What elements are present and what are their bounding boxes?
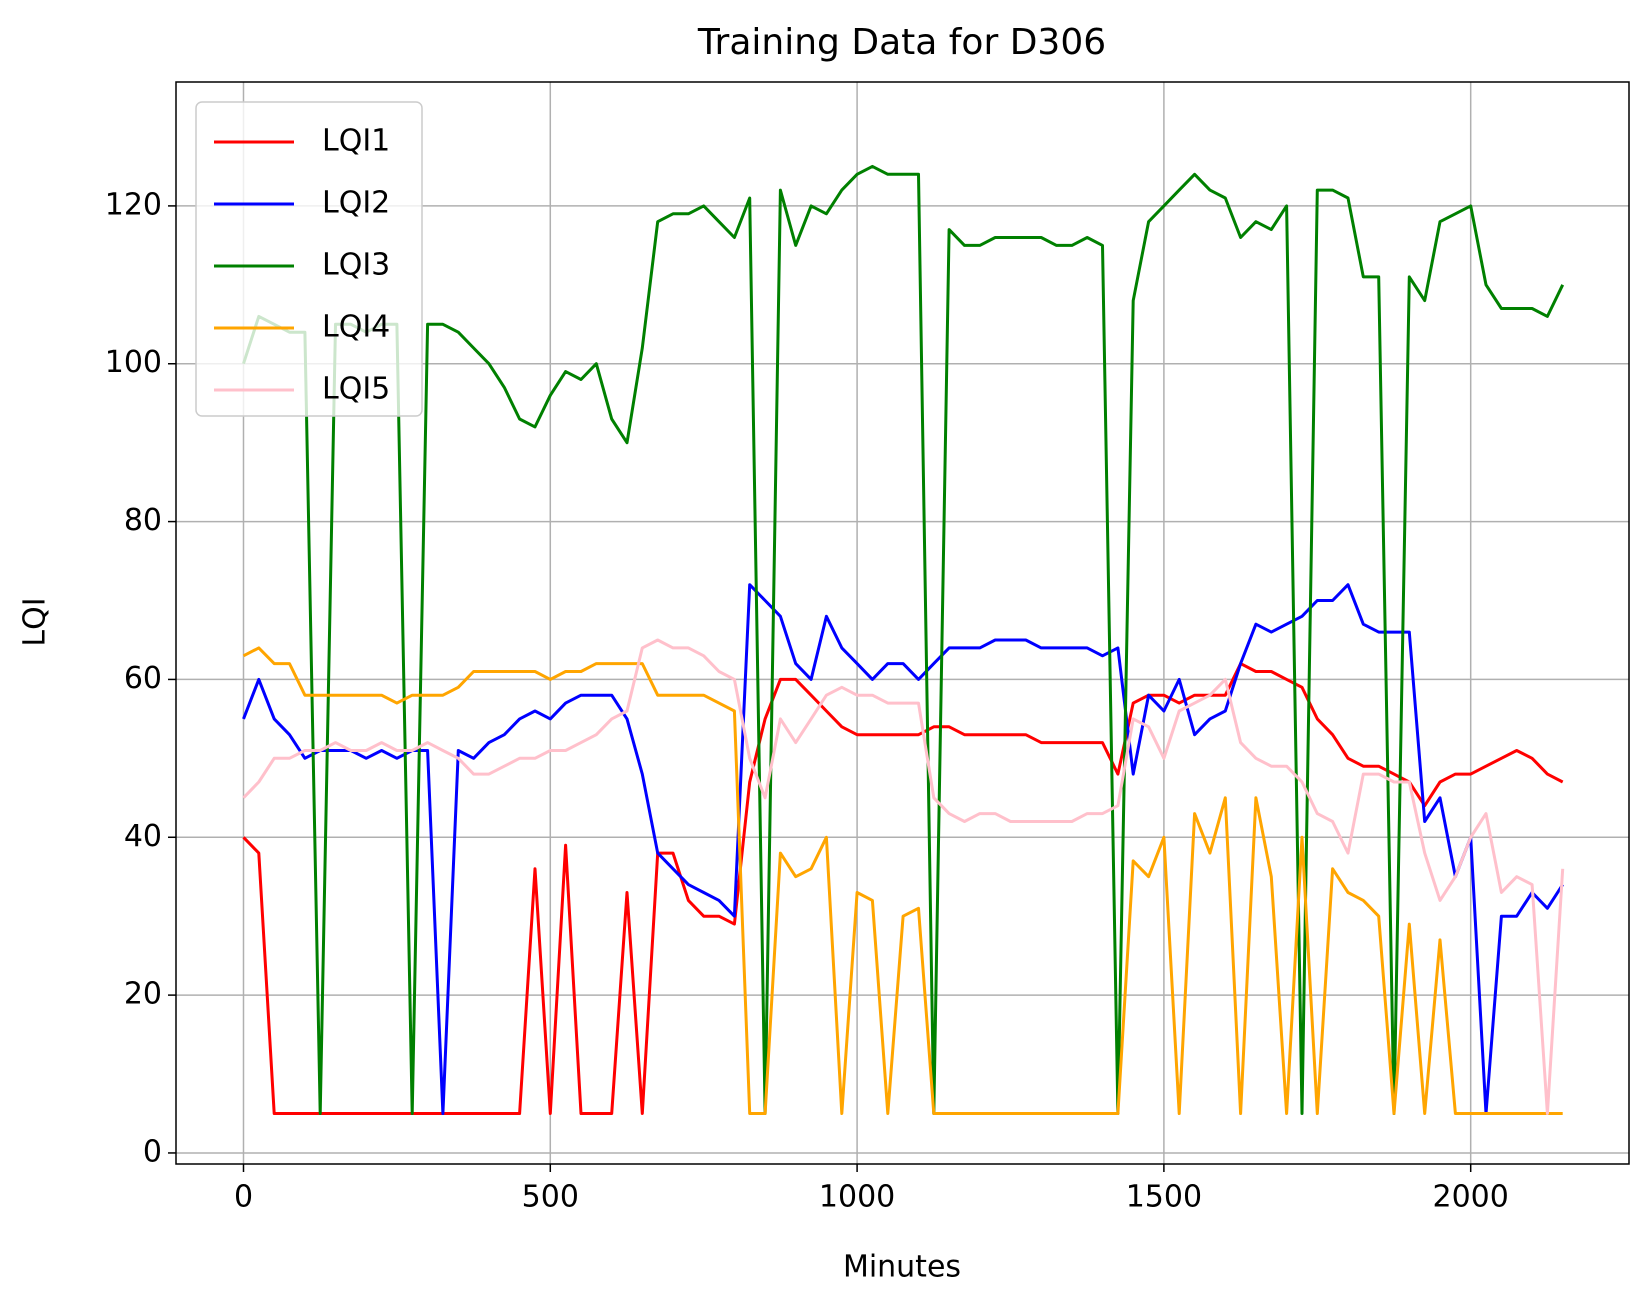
y-tick-label: 40: [124, 819, 162, 854]
y-tick-label: 20: [124, 977, 162, 1012]
plot-frame: [175, 81, 1630, 1165]
x-tick-label: 1000: [819, 1180, 895, 1215]
legend-label: LQI4: [322, 310, 390, 345]
legend-label: LQI2: [322, 186, 390, 221]
x-tick-label: 1500: [1126, 1180, 1202, 1215]
legend-label: LQI1: [322, 124, 390, 159]
series-line: [242, 164, 1565, 1115]
y-tick-label: 80: [124, 503, 162, 538]
y-tick-label: 120: [105, 187, 162, 222]
chart-title: Training Data for D306: [697, 22, 1106, 63]
x-tick-label: 500: [522, 1180, 579, 1215]
y-tick-label: 60: [124, 661, 162, 696]
series-line: [242, 662, 1564, 1115]
y-tick-label: 0: [143, 1134, 162, 1169]
y-axis-label: LQI: [18, 597, 53, 646]
y-tick-label: 100: [105, 345, 162, 380]
legend-label: LQI5: [322, 372, 390, 407]
legend-label: LQI3: [322, 248, 390, 283]
series-line: [242, 583, 1564, 1115]
series-line: [242, 638, 1565, 1115]
x-axis-label: Minutes: [843, 1250, 961, 1285]
legend-box: [195, 101, 423, 417]
x-tick-label: 2000: [1433, 1180, 1509, 1215]
x-tick-label: 0: [234, 1180, 253, 1215]
series-line: [242, 646, 1563, 1115]
